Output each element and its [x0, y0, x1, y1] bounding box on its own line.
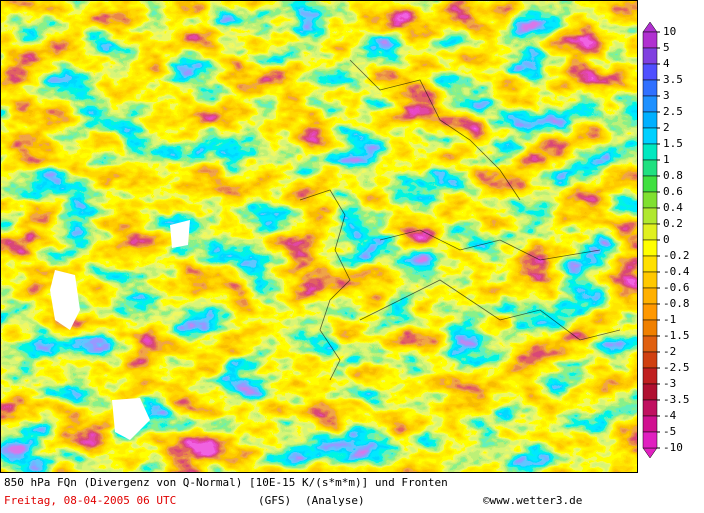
colorbar-band [642, 159, 658, 177]
colorbar-label: 0.2 [663, 217, 683, 230]
colorbar-label: 3.5 [663, 73, 683, 86]
colorbar-label: -0.8 [663, 297, 690, 310]
colorbar: 10 5 4 3.5 3 2.5 2 1.5 1 0.8 0.6 0.4 0.2 0 -0.2 -0.4 -0.… [642, 21, 690, 459]
colorbar-band [642, 223, 658, 241]
colorbar-label: 0.6 [663, 185, 683, 198]
colorbar-label: 0.8 [663, 169, 683, 182]
colorbar-band [642, 127, 658, 145]
colorbar-band [642, 191, 658, 209]
run: (Analyse) [305, 494, 365, 507]
copyright: ©www.wetter3.de [483, 494, 582, 507]
colorbar-label: -1.5 [663, 329, 690, 342]
colorbar-label: 2.5 [663, 105, 683, 118]
colorbar-label: 0.4 [663, 201, 683, 214]
colorbar-band [642, 143, 658, 161]
colorbar-label: -0.2 [663, 249, 690, 262]
colorbar-label: -2 [663, 345, 676, 358]
colorbar-band [642, 399, 658, 417]
colorbar-band [642, 351, 658, 369]
colorbar-band [642, 383, 658, 401]
colorbar-label: 10 [663, 25, 676, 38]
colorbar-label: 4 [663, 57, 670, 70]
colorbar-label: -3.5 [663, 393, 690, 406]
colorbar-label: -2.5 [663, 361, 690, 374]
field [0, 0, 638, 473]
colorbar-band [642, 319, 658, 337]
colorbar-label: -0.4 [663, 265, 690, 278]
map-frame [0, 0, 638, 473]
colorbar-label: 5 [663, 41, 670, 54]
blank-patches [50, 220, 190, 440]
colorbar-band [642, 175, 658, 193]
colorbar-label: 3 [663, 89, 670, 102]
date: Freitag, 08-04-2005 06 UTC [4, 494, 176, 507]
coastlines [299, 59, 621, 381]
colorbar-band [642, 95, 658, 113]
map [0, 0, 638, 473]
colorbar-band [642, 111, 658, 129]
colorbar-band [642, 415, 658, 433]
colorbar-band [642, 303, 658, 321]
colorbar-label: -0.6 [663, 281, 690, 294]
colorbar-band [642, 79, 658, 97]
colorbar-label: 1 [663, 153, 670, 166]
colorbar-band [642, 239, 658, 257]
colorbar-band [642, 335, 658, 353]
colorbar-label: -4 [663, 409, 677, 422]
title: 850 hPa FQn (Divergenz von Q-Normal) [10… [4, 476, 448, 489]
colorbar-label: 1.5 [663, 137, 683, 150]
model: (GFS) [258, 494, 291, 507]
colorbar-label: -5 [663, 425, 676, 438]
colorbar-label: -1 [663, 313, 676, 326]
colorbar-label: 2 [663, 121, 670, 134]
colorbar-band [642, 47, 658, 65]
colorbar-band [642, 271, 658, 289]
colorbar-band [642, 207, 658, 225]
colorbar-band [642, 367, 658, 385]
colorbar-band [642, 31, 658, 49]
colorbar-band [642, 287, 658, 305]
colorbar-label: 0 [663, 233, 670, 246]
colorbar-label: -3 [663, 377, 676, 390]
colorbar-band [642, 431, 658, 449]
colorbar-band [642, 255, 658, 273]
colorbar-label: -10 [663, 441, 683, 454]
colorbar-band [642, 63, 658, 81]
